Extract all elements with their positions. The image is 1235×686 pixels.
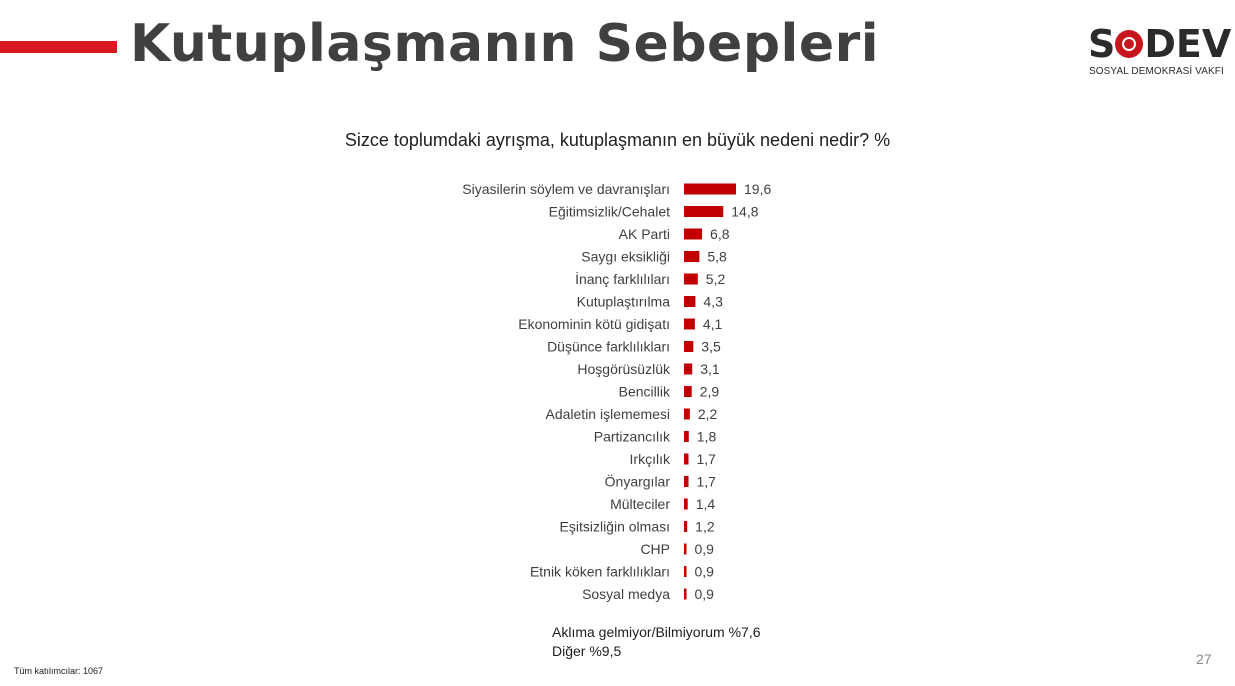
- bar: [684, 431, 689, 442]
- bar: [684, 476, 689, 487]
- logo-letters-dev: DEV: [1144, 22, 1232, 66]
- logo-wordmark: S DEV: [1088, 24, 1231, 64]
- category-label: Saygı eksikliği: [581, 249, 670, 265]
- accent-bar: [0, 41, 117, 53]
- category-label: Eşitsizliğin olması: [560, 519, 670, 535]
- value-label: 14,8: [731, 204, 758, 220]
- category-label: Mülteciler: [610, 496, 670, 512]
- category-label: İnanç farklılıları: [575, 270, 670, 287]
- bar: [684, 363, 693, 375]
- note-other: Diğer %9,5: [552, 643, 622, 659]
- participants-note: Tüm katılımcılar: 1067: [14, 666, 104, 676]
- bar: [684, 206, 724, 217]
- category-label: Irkçılık: [630, 451, 671, 467]
- logo-letter-s: S: [1088, 22, 1116, 66]
- category-label: Siyasilerin söylem ve davranışları: [462, 181, 670, 197]
- category-label: CHP: [640, 541, 670, 557]
- value-label: 0,9: [695, 541, 715, 557]
- value-label: 1,7: [697, 451, 717, 467]
- note-dont-know: Aklıma gelmiyor/Bilmiyorum %7,6: [552, 624, 761, 640]
- bar: [684, 498, 688, 510]
- rose-icon: [1115, 30, 1143, 58]
- category-label: AK Parti: [619, 226, 670, 242]
- page-title: Kutuplaşmanın Sebepleri: [130, 14, 880, 74]
- value-label: 3,5: [701, 339, 721, 355]
- value-label: 1,8: [697, 429, 717, 445]
- category-label: Sosyal medya: [582, 586, 670, 602]
- category-label: Hoşgörüsüzlük: [577, 361, 671, 377]
- bar: [684, 453, 689, 465]
- category-label: Düşünce farklılıkları: [547, 339, 670, 355]
- category-label: Eğitimsizlik/Cehalet: [549, 204, 670, 220]
- value-label: 3,1: [700, 361, 720, 377]
- category-label: Bencillik: [619, 384, 671, 400]
- bar: [684, 228, 703, 240]
- value-label: 1,2: [695, 519, 715, 535]
- bar: [684, 521, 688, 532]
- chart-notes: Aklıma gelmiyor/Bilmiyorum %7,6 Diğer %9…: [552, 623, 761, 661]
- value-label: 4,1: [703, 316, 723, 332]
- bar: [684, 543, 687, 555]
- value-label: 6,8: [710, 226, 730, 242]
- bar: [684, 273, 698, 285]
- value-label: 2,2: [698, 406, 718, 422]
- bar: [684, 566, 687, 577]
- bar: [684, 408, 690, 420]
- bar: [684, 183, 736, 195]
- bar: [684, 341, 694, 352]
- category-label: Etnik köken farklılıkları: [530, 564, 670, 580]
- bar: [684, 386, 692, 397]
- value-label: 4,3: [703, 294, 723, 310]
- bar: [684, 296, 696, 307]
- chart-title: Sizce toplumdaki ayrışma, kutuplaşmanın …: [344, 130, 891, 150]
- bar: [684, 588, 687, 600]
- value-label: 5,8: [707, 249, 727, 265]
- bar: [684, 318, 695, 330]
- category-label: Ekonominin kötü gidişatı: [518, 316, 670, 332]
- value-label: 0,9: [695, 586, 715, 602]
- category-label: Önyargılar: [605, 473, 671, 490]
- value-label: 1,4: [696, 496, 716, 512]
- bar: [684, 251, 700, 262]
- value-label: 5,2: [706, 271, 726, 287]
- value-label: 0,9: [695, 564, 715, 580]
- category-label: Adaletin işlememesi: [546, 406, 671, 422]
- category-label: Kutuplaştırılma: [577, 294, 671, 310]
- value-label: 1,7: [697, 474, 717, 490]
- value-label: 2,9: [700, 384, 720, 400]
- value-label: 19,6: [744, 181, 771, 197]
- page-number: 27: [1196, 651, 1212, 667]
- logo-subtitle: SOSYAL DEMOKRASİ VAKFI: [1089, 66, 1224, 77]
- category-label: Partizancılık: [594, 429, 671, 445]
